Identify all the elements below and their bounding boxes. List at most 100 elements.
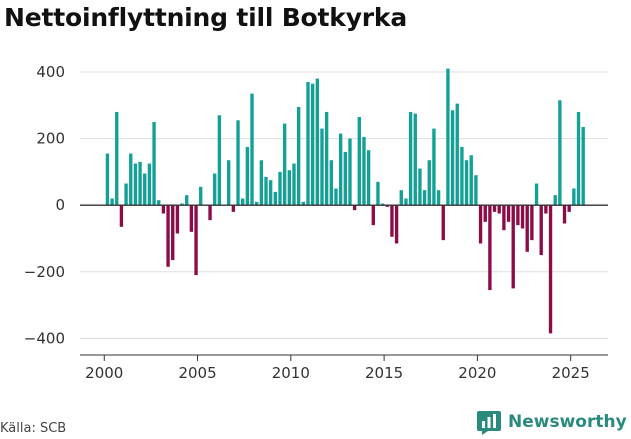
bar — [334, 188, 338, 206]
bar — [357, 116, 361, 206]
bar — [250, 93, 254, 206]
bar — [171, 205, 175, 261]
bar — [483, 205, 487, 222]
bar — [175, 205, 180, 234]
bar — [227, 160, 231, 206]
bar — [418, 168, 422, 206]
bar — [567, 205, 571, 212]
bar — [329, 160, 333, 206]
bar — [376, 181, 380, 206]
bar — [572, 188, 576, 206]
bar — [292, 163, 296, 206]
bar — [432, 128, 436, 206]
bar — [464, 160, 469, 206]
bar — [343, 151, 347, 206]
bar — [394, 205, 399, 244]
bar — [404, 198, 408, 206]
bar — [506, 205, 511, 222]
bar — [390, 205, 394, 237]
bar — [278, 171, 282, 206]
bar — [324, 111, 329, 206]
bar — [576, 111, 581, 206]
bar — [189, 205, 194, 232]
newsworthy-logo-icon — [477, 411, 501, 435]
bar — [492, 205, 497, 212]
bar — [520, 205, 525, 229]
bar — [436, 190, 441, 206]
bar — [408, 111, 413, 206]
newsworthy-logo: Newsworthy — [476, 408, 627, 436]
bar — [362, 136, 366, 206]
bar — [539, 205, 543, 256]
bar — [516, 205, 520, 226]
bar — [446, 68, 450, 206]
bar — [119, 205, 124, 227]
bar — [166, 205, 170, 267]
bar — [273, 191, 278, 206]
x-tick-label: 2000 — [85, 364, 123, 382]
bar — [450, 110, 455, 206]
bar — [306, 81, 310, 206]
bar — [338, 133, 343, 206]
bar — [544, 205, 548, 214]
bar — [245, 146, 250, 206]
bar — [385, 205, 389, 207]
x-tick-label: 2010 — [272, 364, 310, 382]
bar — [352, 205, 357, 211]
bar — [315, 78, 319, 206]
bar — [138, 161, 142, 206]
bar — [427, 160, 431, 206]
bar — [455, 103, 459, 206]
bar — [199, 186, 203, 206]
bar — [194, 205, 198, 276]
x-tick-label: 2020 — [458, 364, 496, 382]
bar — [366, 150, 371, 206]
bar — [255, 201, 259, 206]
bar — [469, 155, 473, 206]
bar — [502, 205, 506, 231]
bar — [157, 200, 161, 206]
bar — [301, 201, 306, 206]
bar — [124, 183, 128, 206]
x-tick-label: 2005 — [178, 364, 216, 382]
bar — [380, 203, 385, 206]
bar — [105, 153, 110, 206]
y-tick-label: 0 — [55, 196, 65, 214]
bar — [268, 180, 273, 206]
bar — [530, 205, 534, 241]
bar — [441, 205, 445, 241]
bar — [348, 138, 352, 206]
y-tick-label: −400 — [24, 329, 65, 347]
bar — [581, 126, 585, 206]
bar — [282, 123, 287, 206]
bar — [259, 160, 264, 206]
bar — [133, 163, 138, 206]
bar — [478, 205, 483, 244]
bar — [287, 170, 292, 206]
y-tick-label: −200 — [24, 263, 65, 281]
bar — [525, 205, 529, 252]
y-tick-label: 400 — [36, 63, 65, 81]
brand-name: Newsworthy — [508, 412, 627, 432]
bar — [422, 190, 427, 206]
bar — [129, 153, 133, 206]
y-axis-labels: 400 200 0 −200 −400 — [24, 63, 65, 347]
x-tick-label: 2015 — [365, 364, 403, 382]
bar — [460, 146, 464, 206]
x-axis: 2000 2005 2010 2015 2020 2025 — [80, 354, 608, 382]
bar — [110, 198, 114, 206]
bar — [147, 163, 152, 206]
bar — [553, 195, 557, 206]
x-tick-label: 2025 — [552, 364, 590, 382]
chart-title: Nettoinflyttning till Botkyrka — [4, 3, 408, 32]
bar — [488, 205, 492, 291]
bar — [152, 121, 156, 206]
bar — [231, 205, 236, 212]
bar — [562, 205, 567, 224]
y-tick-label: 200 — [36, 130, 65, 148]
bar — [241, 198, 245, 206]
bar — [208, 205, 212, 221]
bar — [180, 203, 184, 206]
bar — [474, 175, 478, 206]
